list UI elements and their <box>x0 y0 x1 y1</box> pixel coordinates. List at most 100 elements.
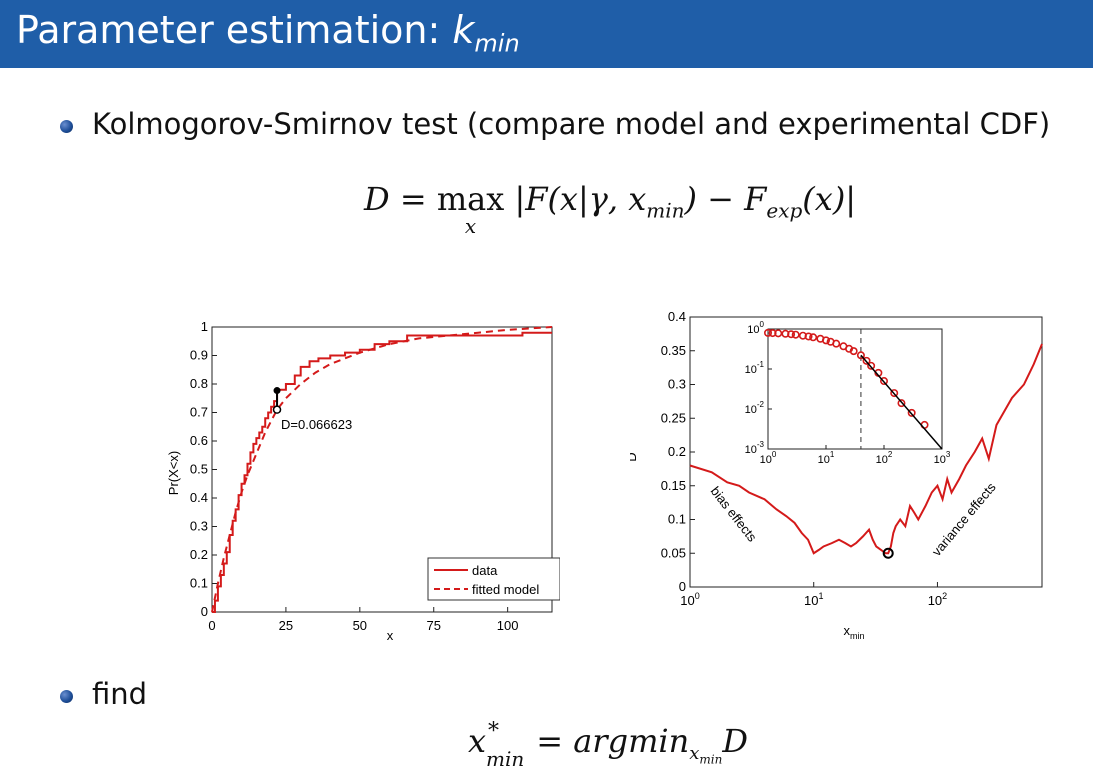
y-tick-label: 0.15 <box>661 478 686 493</box>
eq1-xmin: x <box>628 180 647 218</box>
ks-data-point <box>273 387 281 395</box>
eq1-max-operator: max x <box>436 180 505 238</box>
y-tick-label: 0.7 <box>190 405 208 420</box>
title-variable: k <box>452 8 475 52</box>
eq2-arg-sub-sub: min <box>699 752 723 767</box>
d-y-axis-label: D <box>630 452 639 461</box>
legend-model-label: fitted model <box>472 582 539 597</box>
y-tick-label: 0.25 <box>661 410 686 425</box>
y-tick-label: 0 <box>201 604 208 619</box>
ks-model-point <box>272 405 282 414</box>
y-tick-label: 0.2 <box>668 444 686 459</box>
eq1-equals: = <box>399 180 427 218</box>
y-tick-label: 0.3 <box>668 377 686 392</box>
cdf-y-axis-label: Pr(X<x) <box>166 451 181 495</box>
inset-plot-frame <box>767 328 943 450</box>
cdf-x-axis-label: x <box>387 628 394 643</box>
y-tick-label: 0.05 <box>661 545 686 560</box>
inset-x-tick-label: 100 <box>760 450 777 466</box>
eq2-D: D <box>722 722 749 760</box>
argmin-equation: x * min = argminxminD <box>468 719 749 771</box>
eq2-argmin: = argmin <box>536 722 690 760</box>
x-tick-label: 101 <box>804 591 823 608</box>
eq2-sub: min <box>486 747 525 771</box>
inset-x-tick-label: 101 <box>818 450 835 466</box>
slide-title: Parameter estimation: kmin <box>16 8 520 58</box>
y-tick-label: 0.1 <box>190 576 208 591</box>
cdf-chart: 0 25 50 75 10000.10.20.30.40.50.60.70.80.91 … <box>166 319 560 643</box>
xmin-label-x: x <box>843 623 850 638</box>
inset-x-tick-label: 102 <box>876 450 893 466</box>
eq1-mid: ) − F <box>684 180 767 218</box>
inset-data-point <box>791 330 800 339</box>
bias-effects-label: bias effects <box>708 484 760 545</box>
eq2-x: x <box>468 722 487 760</box>
inset-y-tick-label: 100 <box>747 320 764 336</box>
ks-distance-chart: 0 0.05 0.1 0.15 0.2 0.25 0.3 0.35 0.4 100 101 102 1… <box>630 309 1043 641</box>
cdf-legend: data fitted model <box>427 557 560 601</box>
inset-data-point <box>774 329 783 338</box>
x-tick-label: 25 <box>279 618 293 633</box>
eq1-end: (x)| <box>802 180 857 218</box>
y-tick-label: 1 <box>201 319 208 334</box>
inset-data-point <box>867 361 876 370</box>
inset-x-tick-label: 103 <box>934 450 951 466</box>
inset-y-tick-label: 10-1 <box>745 360 765 376</box>
inset-data-point <box>897 399 906 408</box>
x-tick-label: 0 <box>208 618 215 633</box>
y-tick-label: 0.4 <box>190 490 208 505</box>
inset-data-point <box>856 351 865 360</box>
bullet-icon <box>60 690 73 703</box>
eq1-fexp-sub: exp <box>766 198 803 223</box>
legend-data-label: data <box>472 563 498 578</box>
inset-y-tick-label: 10-2 <box>745 400 765 416</box>
inset-data-point <box>804 332 813 341</box>
legend-box <box>427 557 560 601</box>
eq1-body-open: |F(x|γ, <box>514 180 629 218</box>
inset-data-point <box>764 328 773 337</box>
x-tick-label: 75 <box>427 618 441 633</box>
eq1-xmin-sub: min <box>646 198 685 223</box>
eq2-sup: * <box>488 719 500 744</box>
inset-y-tick-label: 10-3 <box>745 440 765 456</box>
eq1-lhs: D <box>364 180 390 218</box>
inset-data-point <box>907 408 916 417</box>
y-tick-label: 0.2 <box>190 547 208 562</box>
inset-data-point <box>787 330 796 339</box>
eq2-arg-sub-x: x <box>689 743 700 765</box>
y-tick-label: 0.5 <box>190 462 208 477</box>
bullet-icon <box>60 120 73 133</box>
title-bar: Parameter estimation: kmin <box>0 0 1093 68</box>
title-text: Parameter estimation: <box>16 8 441 52</box>
bullet-text-ks: Kolmogorov-Smirnov test (compare model a… <box>92 107 1051 141</box>
inset-data-point <box>862 356 871 365</box>
ks-equation: D = max x |F(x|γ, xmin) − Fexp(x)| <box>364 180 857 238</box>
x-tick-label: 100 <box>497 618 519 633</box>
y-tick-label: 0.8 <box>190 376 208 391</box>
inset-data-point <box>890 389 899 398</box>
inset-fit-line <box>860 354 943 450</box>
inset-data-point <box>849 347 858 356</box>
inset-data-point <box>880 377 889 386</box>
y-tick-label: 0.3 <box>190 519 208 534</box>
y-tick-label: 0.1 <box>668 512 686 527</box>
y-tick-label: 0 <box>679 579 686 594</box>
inset-data-point <box>832 339 841 348</box>
y-tick-label: 0.35 <box>661 343 686 358</box>
bullet-text-find: find <box>92 677 148 711</box>
x-tick-label: 100 <box>680 591 699 608</box>
inset-data-point <box>822 336 831 345</box>
eq2-supsub: * min <box>486 719 526 771</box>
xmin-label-sub: min <box>850 631 865 641</box>
eq1-max: max <box>436 180 505 218</box>
y-tick-label: 0.9 <box>190 348 208 363</box>
inset-data-point <box>809 333 818 342</box>
y-tick-label: 0.6 <box>190 433 208 448</box>
x-tick-label: 50 <box>353 618 367 633</box>
fitted-model-line <box>211 326 553 613</box>
x-tick-label: 102 <box>928 591 947 608</box>
minimum-d-marker <box>882 547 894 559</box>
y-tick-label: 0.4 <box>668 309 686 324</box>
xmin-axis-label: xmin <box>843 623 864 641</box>
eq1-max-sub: x <box>464 214 477 238</box>
